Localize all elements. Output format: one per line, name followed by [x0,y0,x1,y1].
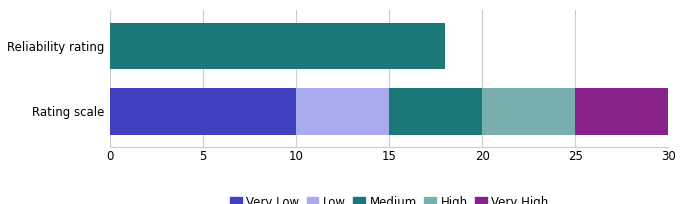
Legend: Very Low, Low, Medium, High, Very High: Very Low, Low, Medium, High, Very High [225,191,553,204]
Bar [296,88,389,134]
Bar [389,88,482,134]
Bar [110,88,296,134]
Bar [575,88,668,134]
Bar [110,23,445,69]
Bar [482,88,575,134]
